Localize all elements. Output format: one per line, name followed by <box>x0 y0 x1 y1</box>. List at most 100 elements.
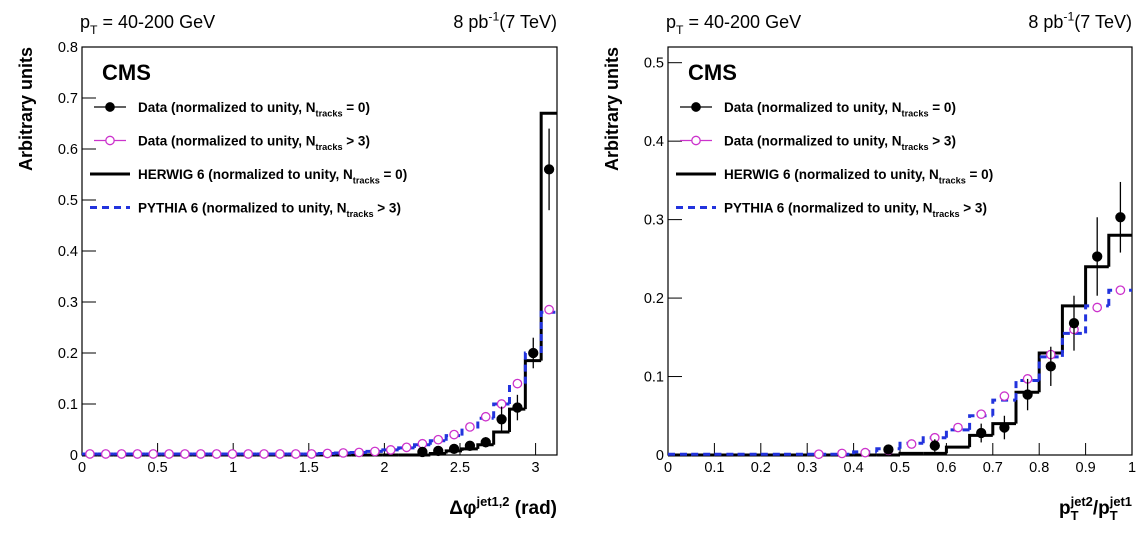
histogram-dashed-step <box>1014 378 1040 401</box>
x-tick-label: 2 <box>380 460 388 476</box>
histogram-dashed-step <box>365 449 383 453</box>
legend-label-part: Data (normalized to unity, N <box>724 100 902 115</box>
data-point <box>1045 361 1056 372</box>
x-tick-label: 3 <box>532 460 540 476</box>
legend-label-part: > 3) <box>343 134 370 149</box>
legend-label-part: tracks <box>933 209 960 219</box>
histogram-step <box>1107 233 1132 267</box>
legend-marker <box>691 135 701 146</box>
data-point <box>976 427 987 439</box>
x-tick-label: 0 <box>664 460 672 476</box>
histogram-step <box>1060 304 1086 353</box>
histogram-dashed-step <box>539 310 557 353</box>
open-data-point <box>132 449 143 459</box>
y-tick-label: 0.4 <box>644 134 664 150</box>
data-point <box>528 347 539 359</box>
histogram-step <box>991 422 1016 436</box>
x-tick-label: 0.5 <box>148 460 168 476</box>
data-point <box>883 444 894 455</box>
x-axis-label-part: p <box>1059 498 1071 519</box>
open-data-point <box>449 429 459 440</box>
experiment-label: CMS <box>688 60 737 85</box>
histogram-dashed-step <box>1107 288 1132 306</box>
open-data-point <box>999 391 1010 402</box>
open-data-point <box>813 449 824 460</box>
x-axis-label-part: jet1 <box>1109 494 1132 509</box>
y-tick-label: 0.2 <box>58 346 78 362</box>
histogram-step <box>492 430 510 445</box>
y-axis-label: Arbitrary units <box>602 47 622 171</box>
annotation-right: 8 pb -1 (7 TeV) <box>453 9 557 32</box>
open-data-point <box>164 449 174 459</box>
annotation-left-part: p <box>80 12 90 32</box>
x-axis-label-part: T <box>1071 508 1079 523</box>
legend-label-part: Data (normalized to unity, N <box>724 134 902 149</box>
open-data-point <box>433 434 444 445</box>
legend-label-part: > 3) <box>929 134 956 149</box>
legend-label-part: Data (normalized to unity, N <box>138 100 316 115</box>
annotation-right-part: -1 <box>488 9 499 23</box>
open-data-point <box>480 411 491 422</box>
open-data-point <box>290 449 301 459</box>
open-data-point <box>837 448 847 459</box>
legend-label-part: > 3) <box>374 201 401 216</box>
legend-label-part: tracks <box>902 108 929 118</box>
open-data-point <box>906 439 917 449</box>
histogram-dashed-step <box>476 416 494 429</box>
open-data-point <box>275 449 285 459</box>
legend-label-part: PYTHIA 6 (normalized to unity, N <box>724 201 933 216</box>
y-tick-label: 0 <box>70 448 78 464</box>
legend-marker <box>691 102 701 112</box>
open-data-point <box>385 445 396 455</box>
x-axis-label-part: /p <box>1093 498 1110 519</box>
open-data-point <box>227 449 238 459</box>
data-point <box>999 422 1010 433</box>
legend-label-part: PYTHIA 6 (normalized to unity, N <box>138 201 347 216</box>
annotation-right-part: (7 TeV) <box>1074 12 1132 32</box>
y-tick-label: 0.4 <box>58 244 78 260</box>
legend-label-part: Data (normalized to unity, N <box>138 134 316 149</box>
open-data-point <box>417 438 428 449</box>
open-data-point <box>195 449 206 459</box>
open-data-point <box>338 448 349 458</box>
annotation-left-part: T <box>676 23 684 37</box>
x-axis-label-part: T <box>1110 508 1118 523</box>
x-axis-label-part: Δφ <box>449 498 476 519</box>
open-data-point <box>306 449 317 459</box>
histogram-dashed-step <box>898 441 924 449</box>
data-point <box>1068 318 1080 329</box>
data-point <box>417 446 428 458</box>
y-tick-label: 0.7 <box>58 91 78 107</box>
y-tick-label: 0.6 <box>58 142 78 158</box>
x-tick-label: 1 <box>229 460 237 476</box>
legend-label-part: tracks <box>316 108 343 118</box>
y-tick-label: 0.3 <box>644 213 664 229</box>
x-tick-label: 1 <box>1128 460 1136 476</box>
annotation-right-part: -1 <box>1063 9 1074 23</box>
x-tick-label: 0.2 <box>751 460 771 476</box>
open-data-point <box>544 304 554 315</box>
data-point <box>464 440 476 451</box>
annotation-left-part: = 40-200 GeV <box>98 12 216 32</box>
y-tick-label: 0 <box>656 448 664 464</box>
x-tick-label: 2.5 <box>450 460 470 476</box>
x-tick-label: 0.7 <box>983 460 1003 476</box>
x-tick-label: 0.8 <box>1029 460 1049 476</box>
x-tick-label: 1.5 <box>299 460 319 476</box>
x-tick-label: 0.9 <box>1076 460 1096 476</box>
legend-label-part: tracks <box>316 142 343 152</box>
histogram-dashed-step <box>991 398 1016 416</box>
annotation-right: 8 pb -1 (7 TeV) <box>1028 9 1132 32</box>
y-tick-label: 0.1 <box>644 370 664 386</box>
